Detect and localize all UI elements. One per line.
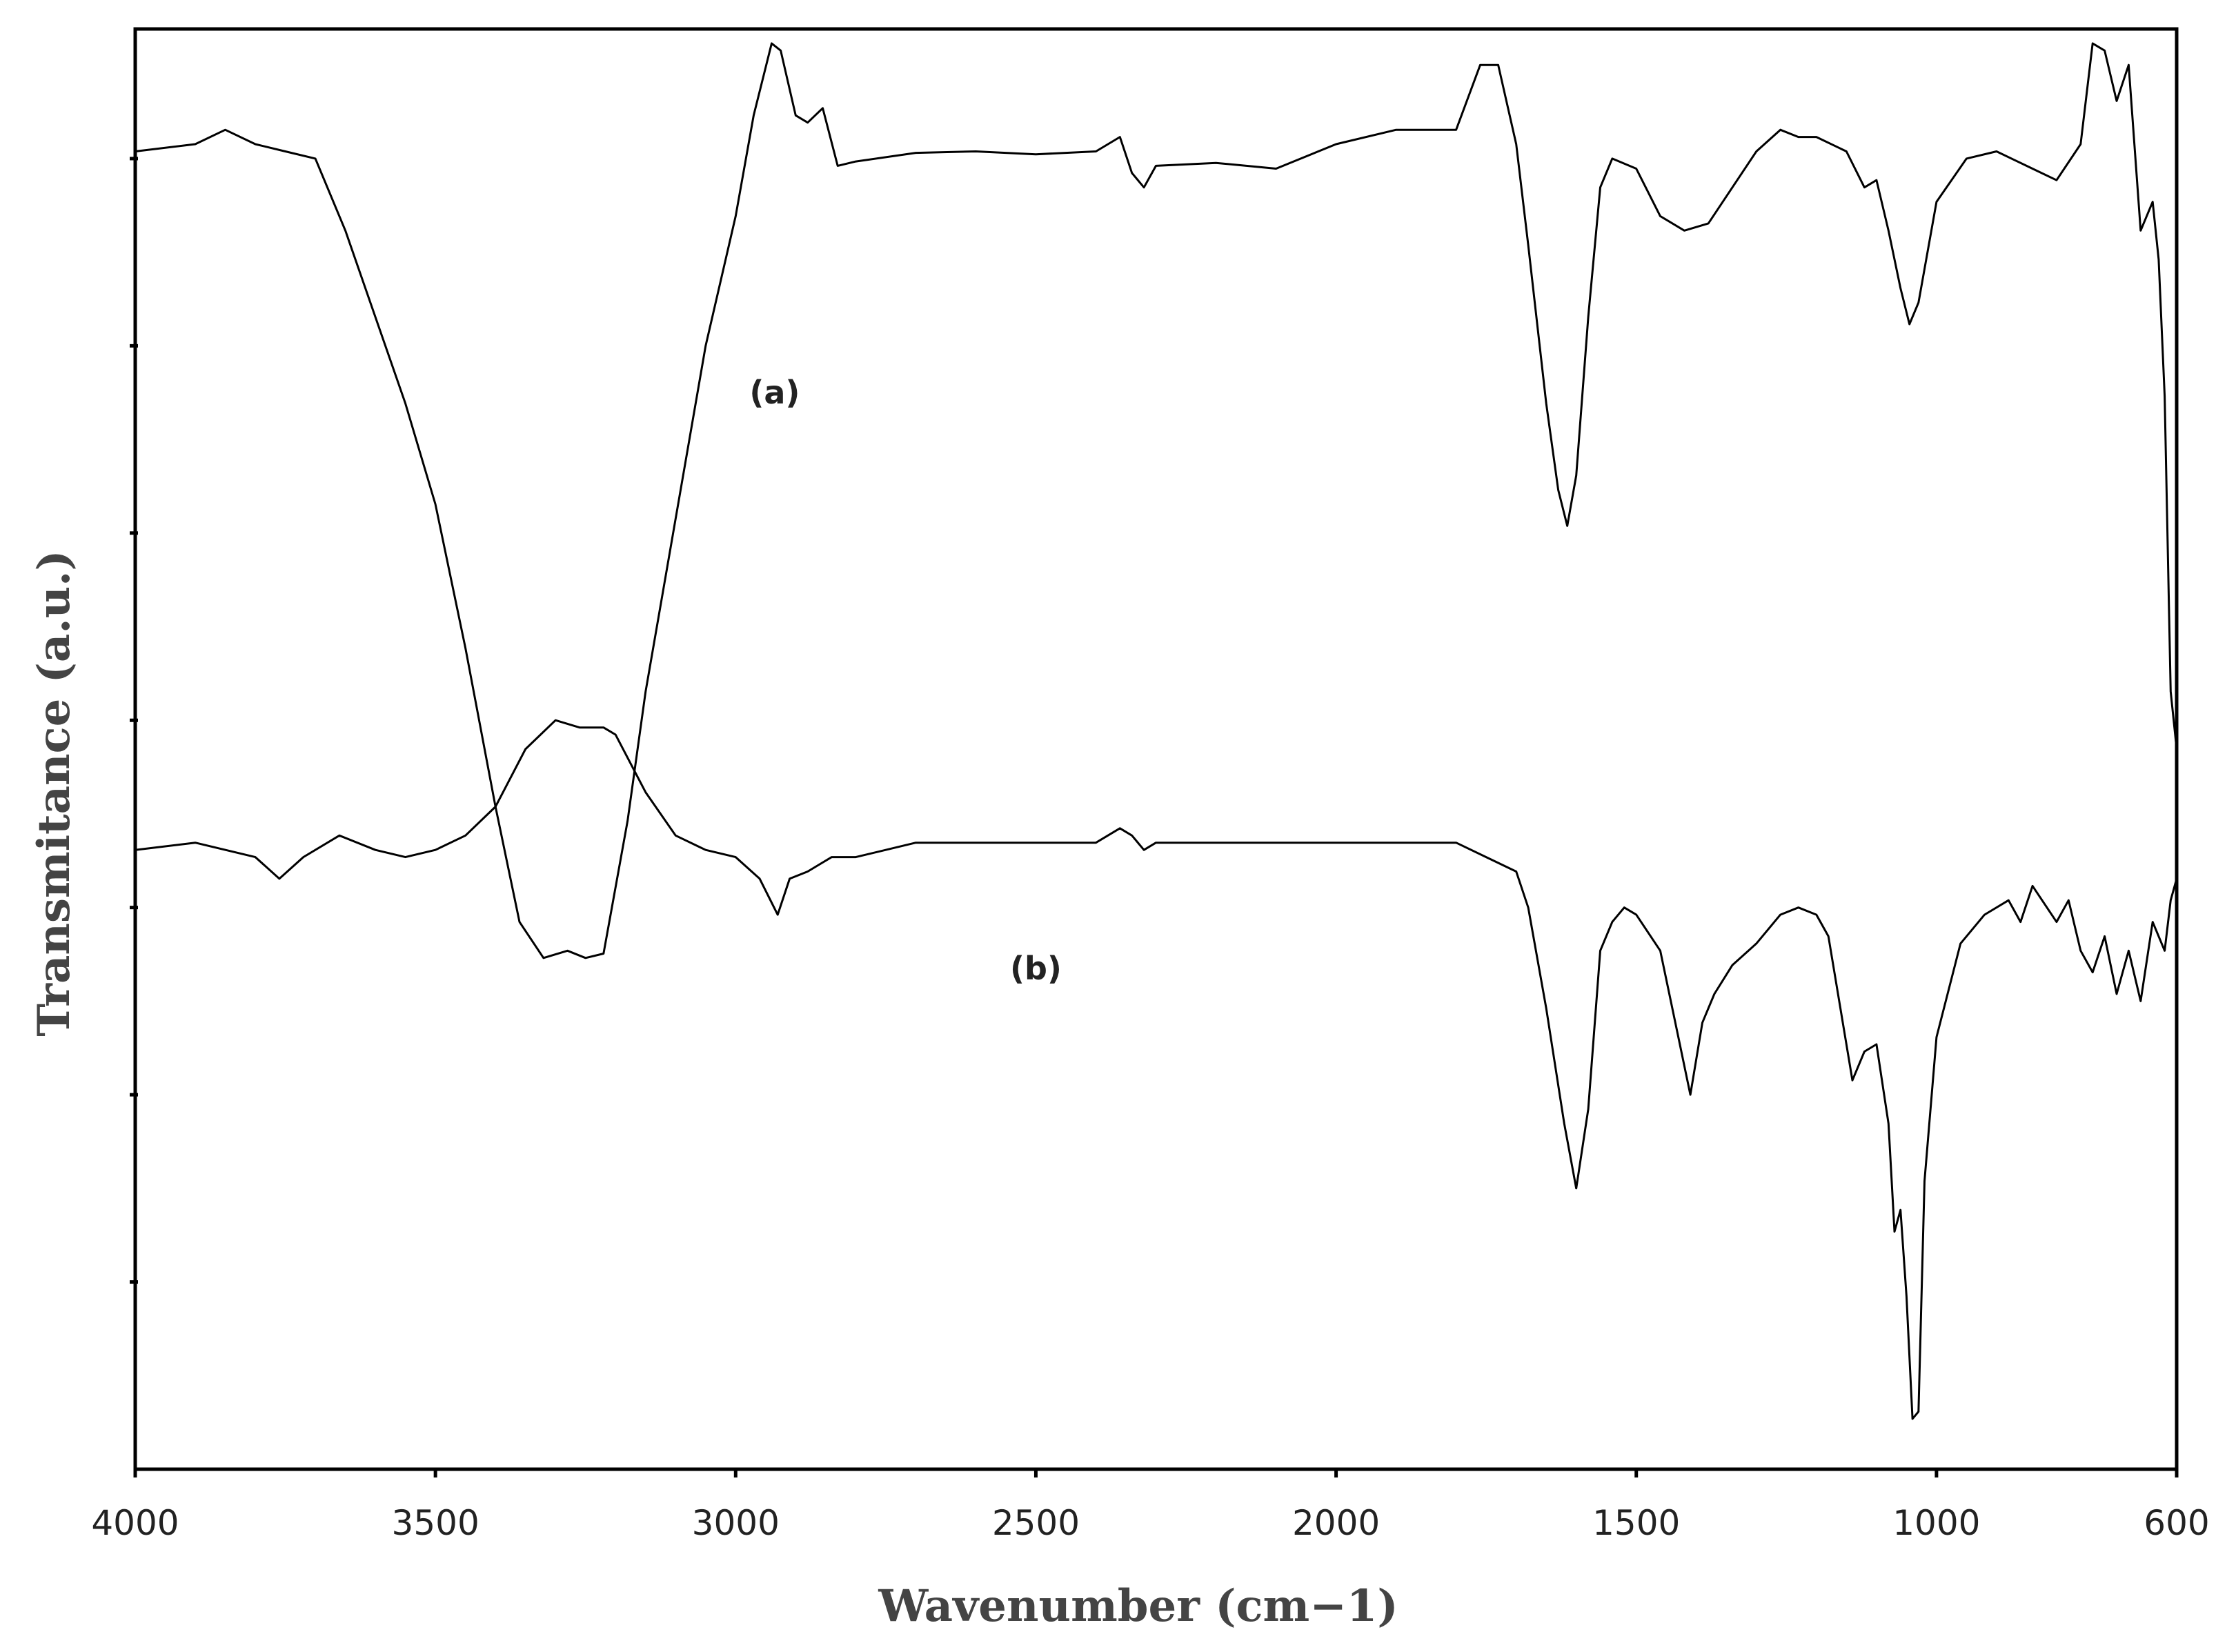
y-axis-title: Transmitance (a.u.)	[28, 550, 80, 1036]
x-ticks: 4000 3500 3000 2500 2000 1500 1000 600	[91, 1468, 2210, 1543]
x-tick-label-2000: 2000	[1292, 1503, 1380, 1543]
x-tick-label-2500: 2500	[992, 1503, 1080, 1543]
plot-border	[133, 27, 2179, 1471]
x-tick-label-1000: 1000	[1892, 1503, 1980, 1543]
x-tick-label-1500: 1500	[1592, 1503, 1680, 1543]
x-tick-label-3000: 3000	[692, 1503, 780, 1543]
series-line-1	[135, 719, 2178, 1420]
series-label-1: (b)	[1010, 950, 1062, 987]
series-line-0	[135, 42, 2178, 959]
x-tick-label-4000: 4000	[91, 1503, 179, 1543]
plot-frame	[133, 27, 2179, 1471]
series-lines	[135, 42, 2178, 1420]
x-tick-label-600: 600	[2144, 1503, 2209, 1543]
x-tick-label-3500: 3500	[392, 1503, 479, 1543]
y-ticks	[130, 157, 138, 1284]
x-axis-title: Wavenumber (cm−1)	[878, 1580, 1398, 1632]
series-labels: (a) (b)	[749, 374, 1062, 987]
series-label-0: (a)	[749, 374, 800, 411]
